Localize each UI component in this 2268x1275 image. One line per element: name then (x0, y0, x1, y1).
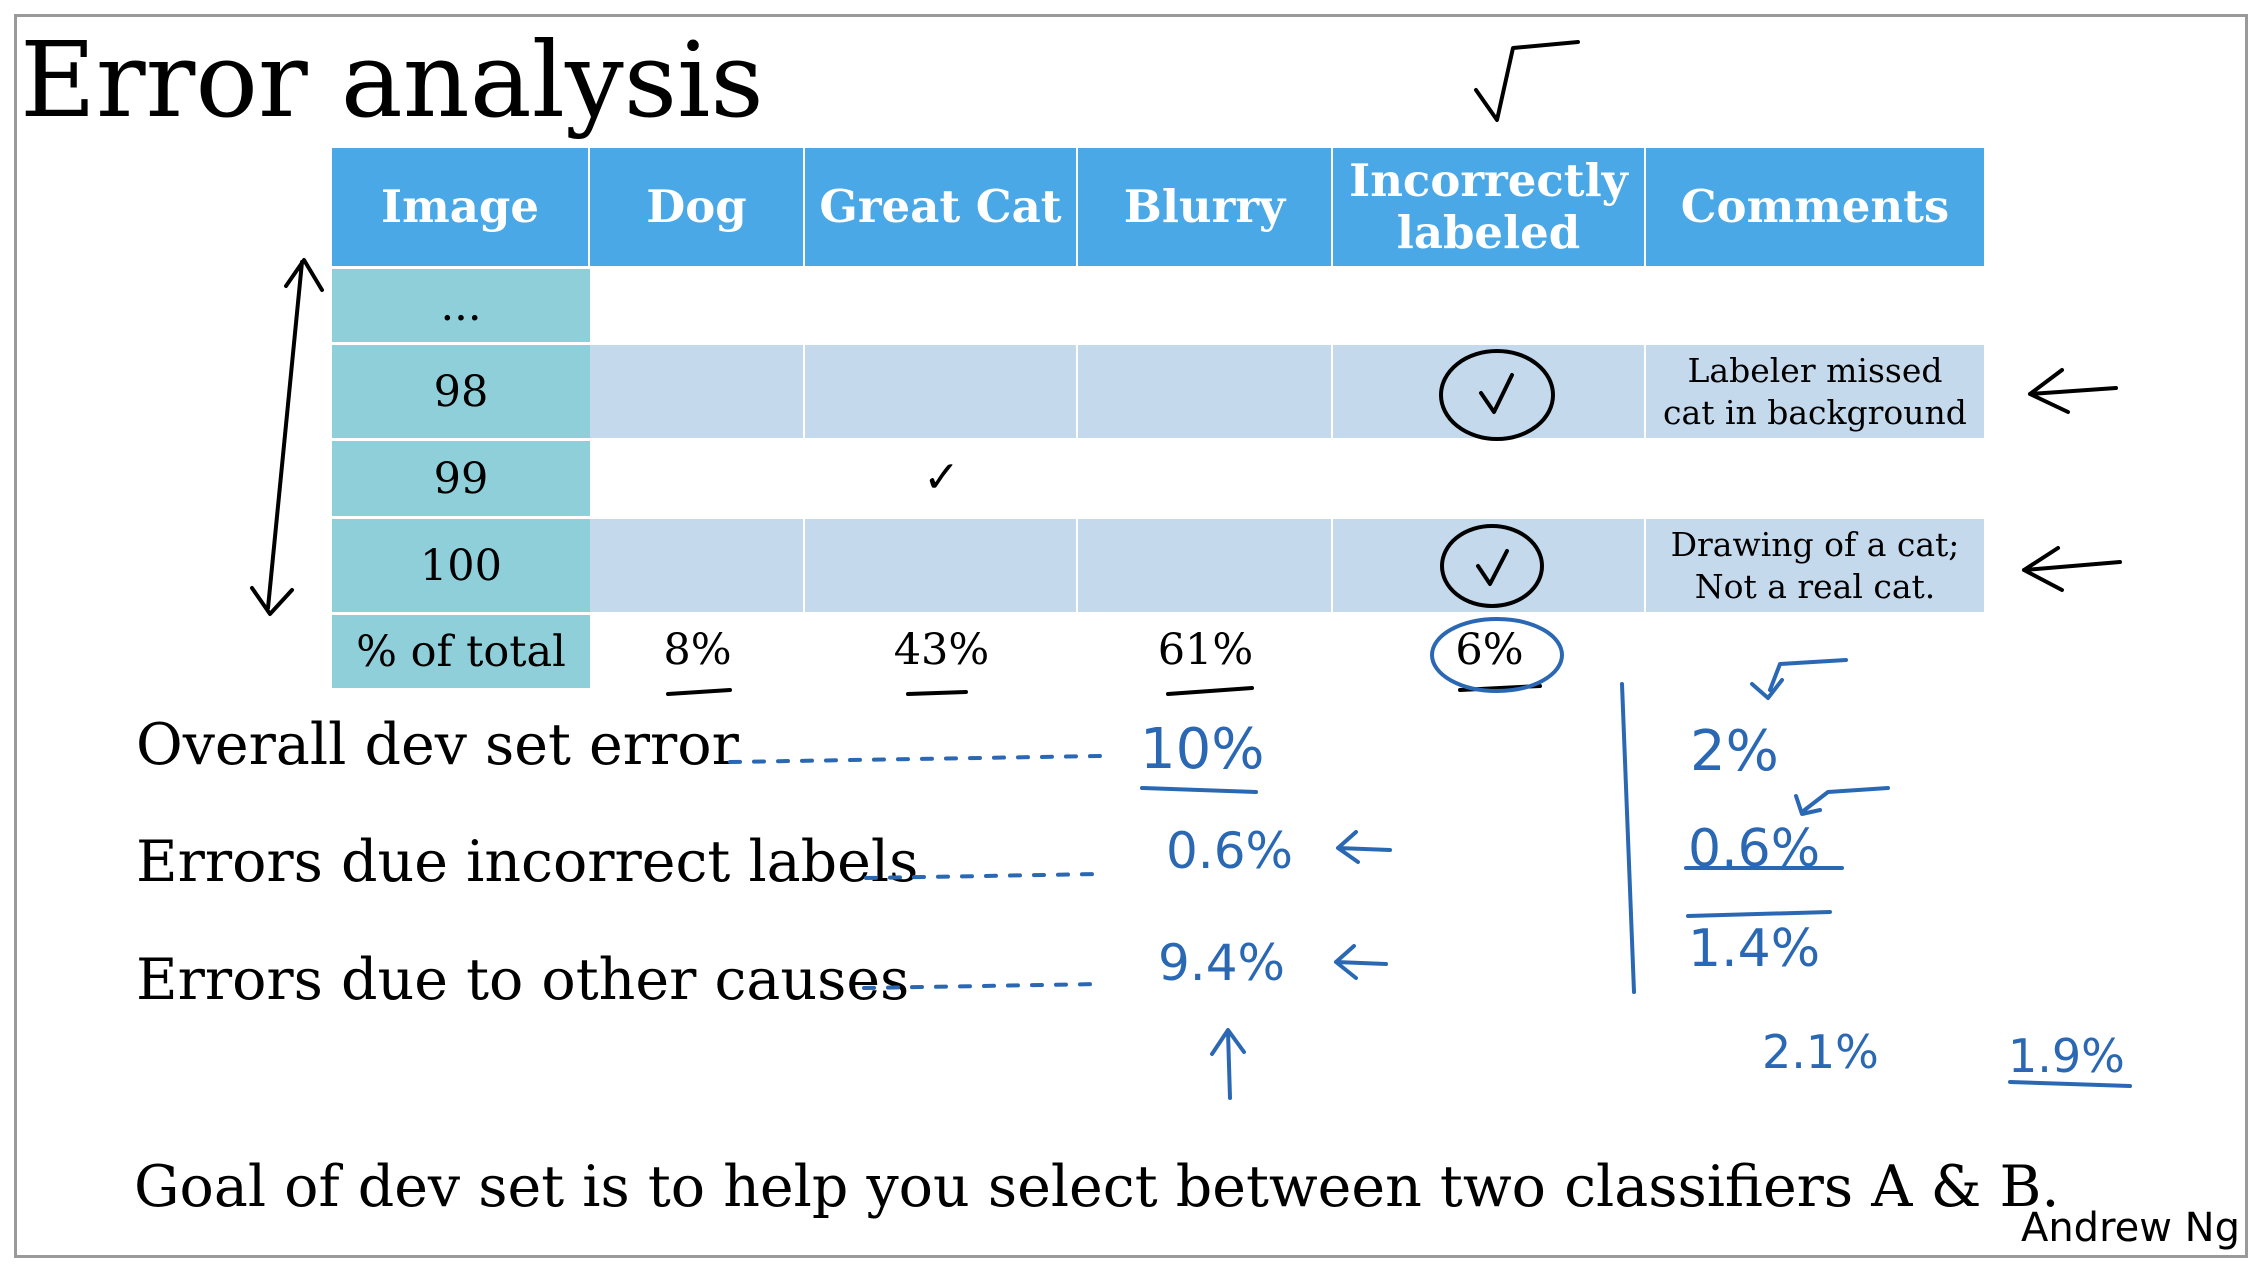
slide-title: Error analysis (20, 19, 764, 141)
header-comments: Comments (1646, 148, 1984, 266)
table-cell (805, 342, 1078, 438)
table-cell (805, 516, 1078, 612)
header-great-cat: Great Cat (805, 148, 1078, 266)
total-blurry: 61% (1157, 625, 1254, 675)
header-dog: Dog (590, 148, 805, 266)
overall-dev-error-label: Overall dev set error (136, 712, 739, 778)
total-incorrectly-labeled: 6% (1455, 625, 1524, 675)
row-image-cell: 100 (332, 516, 590, 612)
comment-cell: Drawing of a cat; Not a real cat. (1646, 516, 1984, 612)
total-great-cat: 43% (893, 625, 990, 675)
row-image-cell: 99 (332, 438, 590, 516)
header-incorrectly-labeled: Incorrectly labeled (1333, 148, 1646, 266)
other-causes-error-label: Errors due to other causes (136, 947, 910, 1013)
incorrect-labels-error-label: Errors due incorrect labels (136, 829, 919, 895)
table-cell (1333, 342, 1646, 438)
row-image-cell: 98 (332, 342, 590, 438)
checkmark-icon: ✓ (805, 438, 1078, 516)
goal-statement: Goal of dev set is to help you select be… (134, 1154, 2060, 1220)
author-credit: Andrew Ng (2020, 1205, 2240, 1251)
total-dog: 8% (663, 625, 732, 675)
header-blurry: Blurry (1078, 148, 1333, 266)
row-image-cell: ... (332, 266, 590, 342)
table-cell (1333, 516, 1646, 612)
totals-label: % of total (332, 612, 590, 688)
table-cell (1078, 516, 1333, 612)
table-cell (1078, 342, 1333, 438)
table-cell (590, 516, 805, 612)
header-image: Image (332, 148, 590, 266)
comment-cell: Labeler missed cat in background (1646, 342, 1984, 438)
slide-frame (14, 14, 2248, 1258)
table-cell (590, 342, 805, 438)
